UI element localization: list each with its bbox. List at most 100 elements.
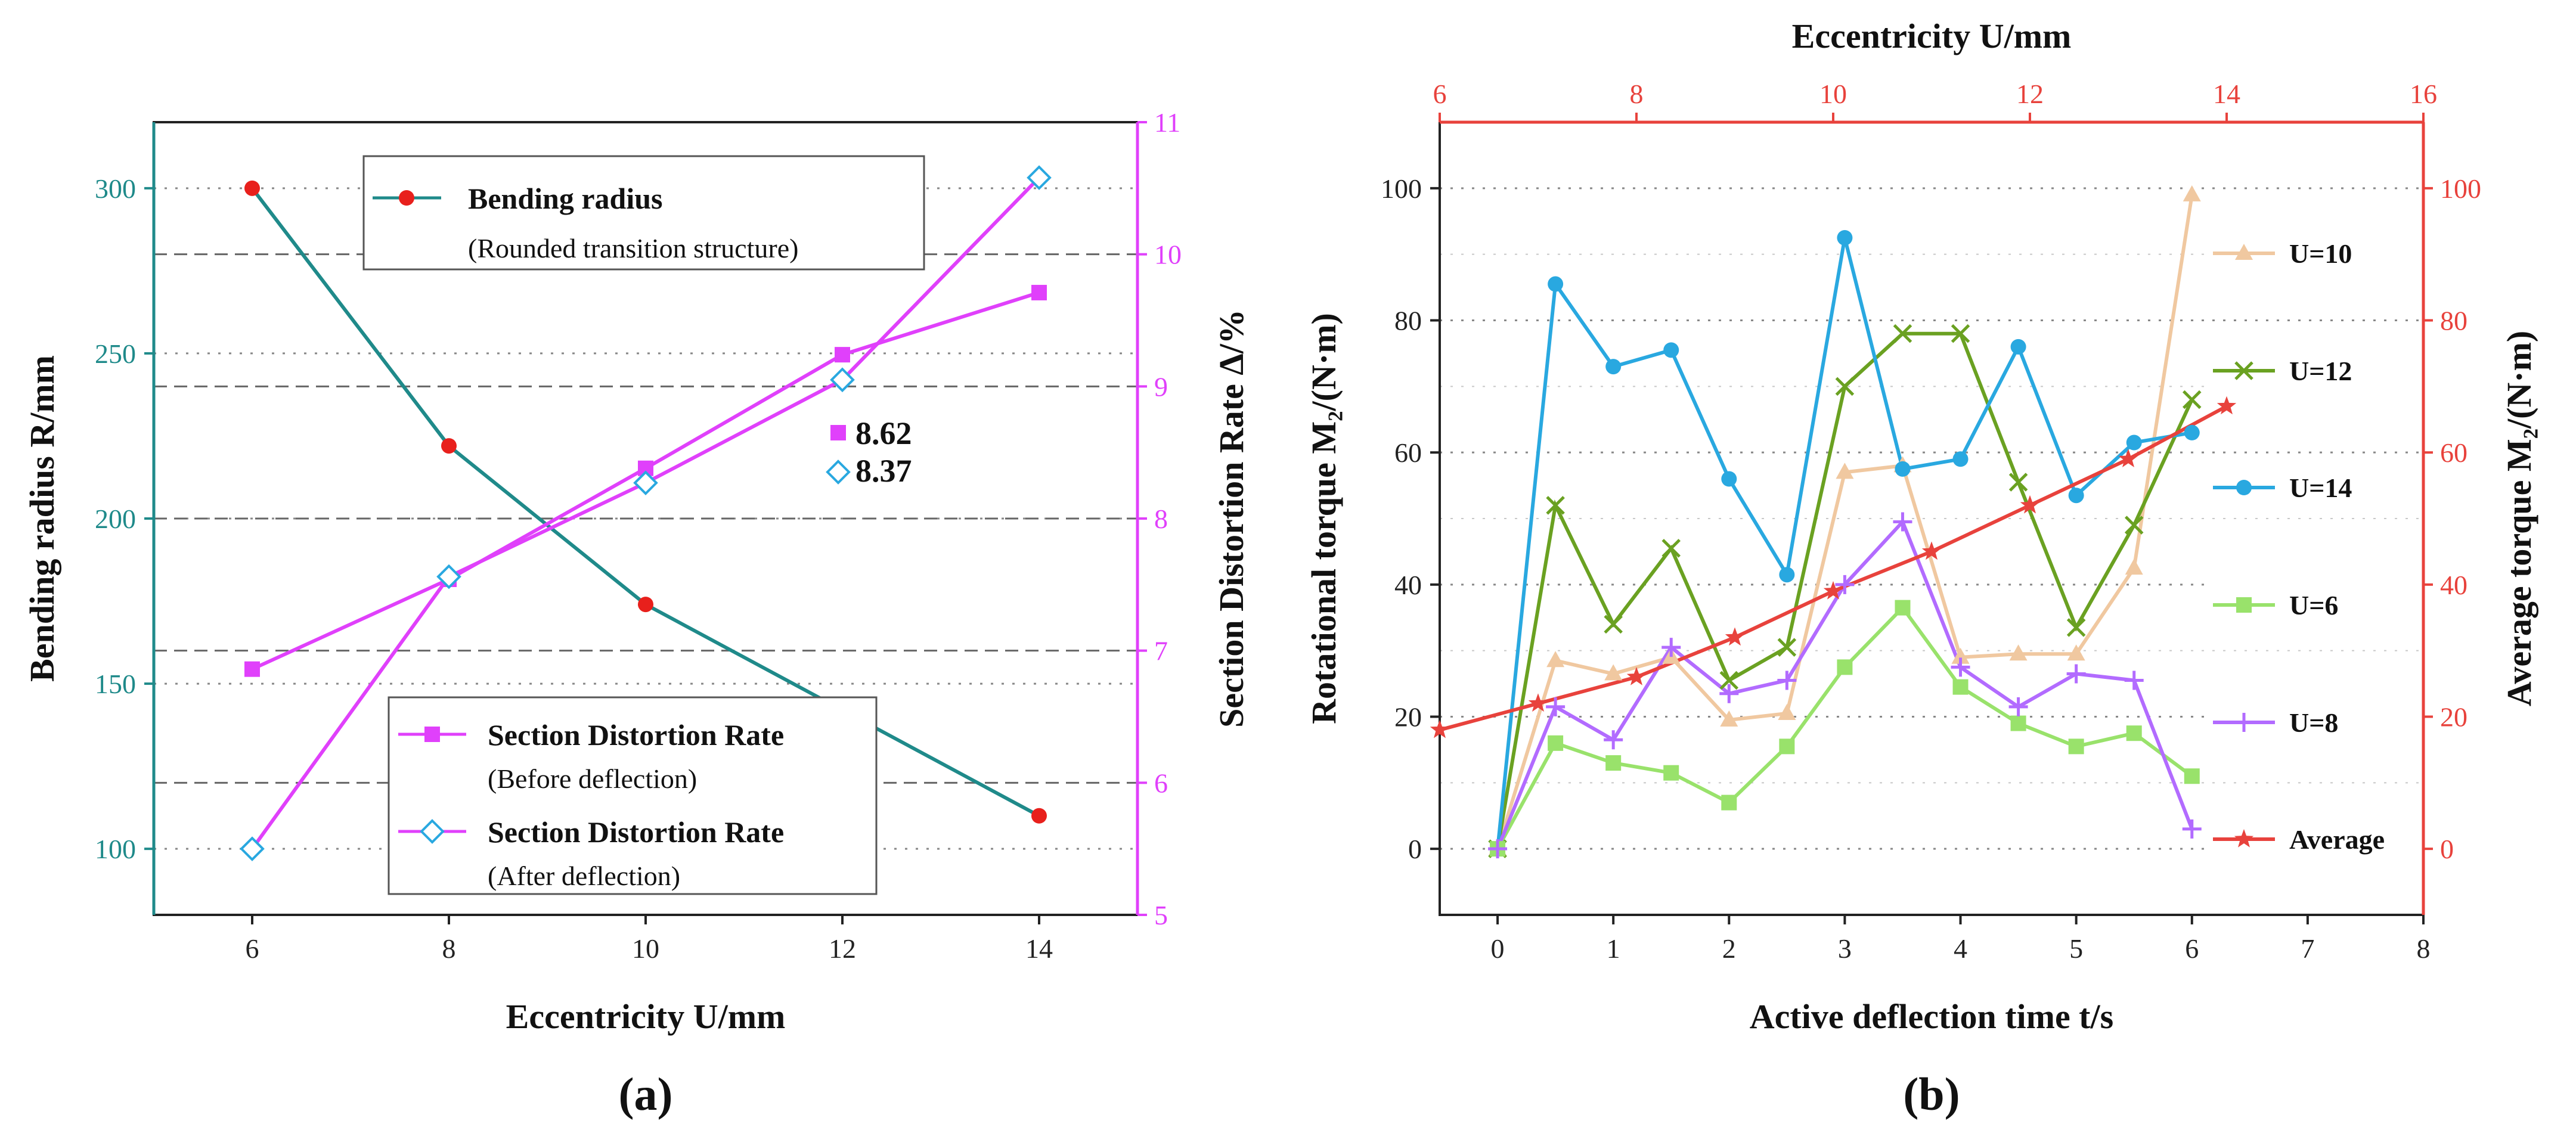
b-x-tick-label-5: 5 xyxy=(2069,933,2083,964)
legend-after-label: Section Distortion Rate xyxy=(488,815,784,849)
b-series-4-point-4 xyxy=(1719,684,1739,703)
b-series-1-point-2 xyxy=(1604,614,1623,634)
b-series-0-point-5 xyxy=(1778,703,1796,720)
b-series-4-point-9 xyxy=(2008,697,2028,716)
b-legend-marker-2 xyxy=(2236,480,2252,495)
b-x2-tick-label-12: 12 xyxy=(2016,79,2044,109)
b-x2-tick-label-14: 14 xyxy=(2213,79,2240,109)
y2-tick-label-5: 5 xyxy=(1154,900,1168,930)
series-1-point-3 xyxy=(835,347,850,363)
b-series-4-point-7 xyxy=(1893,512,1912,532)
b-x-tick-label-6: 6 xyxy=(2185,933,2199,964)
b-series-3-point-8 xyxy=(1952,679,1969,695)
y-tick-label-100: 100 xyxy=(95,834,136,864)
b-legend-marker-5 xyxy=(2234,829,2254,848)
b-series-1-point-9 xyxy=(2008,473,2028,492)
b-series-4-point-11 xyxy=(2124,671,2144,690)
b-series-4-point-0 xyxy=(1488,839,1508,859)
panel-a-legend-top xyxy=(362,155,925,271)
b-series-3-point-9 xyxy=(2010,715,2026,731)
b-series-4-point-5 xyxy=(1777,671,1797,690)
y-tick-label-250: 250 xyxy=(95,339,136,369)
b-legend-label-5: Average xyxy=(2289,824,2385,855)
series-0-point-0 xyxy=(244,180,260,196)
b-series-1-point-4 xyxy=(1719,671,1739,690)
series-2-point-2 xyxy=(633,470,658,495)
b-series-0-point-6 xyxy=(1836,463,1854,479)
legend-before-label: Section Distortion Rate xyxy=(488,718,784,752)
b-series-4-point-12 xyxy=(2182,819,2202,839)
b-x-tick-label-1: 1 xyxy=(1607,933,1620,964)
b-legend-marker-0 xyxy=(2235,244,2253,260)
b-y2-tick-label-80: 80 xyxy=(2440,306,2467,336)
b-series-0-point-9 xyxy=(2009,644,2028,661)
b-series-0-point-10 xyxy=(2067,644,2085,661)
annotation-diamond-marker xyxy=(826,460,851,485)
b-series-3-point-12 xyxy=(2184,768,2200,784)
b-series-0-point-4 xyxy=(1720,710,1738,727)
b-y2-tick-label-60: 60 xyxy=(2440,437,2467,468)
b-y-tick-label-80: 80 xyxy=(1394,306,1422,336)
series-2-point-1 xyxy=(436,564,461,589)
b-y2-tick-label-0: 0 xyxy=(2440,834,2454,864)
annotation-square-marker xyxy=(830,425,846,440)
b-x2-tick-label-8: 8 xyxy=(1630,79,1644,109)
b-series-3-point-2 xyxy=(1605,755,1622,771)
b-series-1-point-12 xyxy=(2182,390,2202,409)
legend-bending-radius-sub: (Rounded transition structure) xyxy=(468,233,798,263)
panel-a-xlabel: Eccentricity U/mm xyxy=(506,997,786,1036)
b-series-5-point-2 xyxy=(1626,667,1647,685)
b-series-0-point-12 xyxy=(2183,185,2201,201)
b-legend-marker-3 xyxy=(2236,597,2252,613)
legend-before-sub: (Before deflection) xyxy=(488,763,697,794)
b-series-0-point-11 xyxy=(2125,558,2143,575)
b-series-2-point-11 xyxy=(2126,434,2142,451)
b-y-tick-label-40: 40 xyxy=(1394,570,1422,600)
b-series-2-point-2 xyxy=(1605,359,1622,375)
b-y2-tick-label-100: 100 xyxy=(2440,173,2481,204)
b-series-5-point-8 xyxy=(2217,396,2237,415)
y2-tick-label-7: 7 xyxy=(1154,636,1168,666)
b-series-1-point-3 xyxy=(1661,539,1681,558)
b-x-tick-label-7: 7 xyxy=(2301,933,2314,964)
b-series-5-point-3 xyxy=(1725,627,1745,646)
x-tick-label-8: 8 xyxy=(442,933,456,964)
panel-a-ticks: 6 8 10 12 14 100 150 200 250 300 5 6 7 8 9 10 11 xyxy=(95,107,1182,964)
b-series-2-point-12 xyxy=(2184,424,2200,440)
panel-a-ylabel: Bending radius R/mm xyxy=(23,355,61,682)
b-series-3-point-5 xyxy=(1779,738,1795,755)
b-series-1-point-10 xyxy=(2066,618,2086,637)
b-legend-label-4: U=8 xyxy=(2289,707,2338,738)
b-series-2-point-9 xyxy=(2010,339,2026,355)
series-1-point-4 xyxy=(1031,284,1047,300)
series-0-point-3 xyxy=(1031,808,1047,824)
series-0-point-2 xyxy=(638,597,653,613)
b-x-tick-label-4: 4 xyxy=(1954,933,1967,964)
b-series-1-point-6 xyxy=(1835,377,1855,396)
b-x-tick-label-0: 0 xyxy=(1491,933,1505,964)
b-series-2-point-3 xyxy=(1663,342,1679,358)
b-series-3-point-6 xyxy=(1837,659,1853,675)
annotation-8-37: 8.37 xyxy=(855,453,912,489)
b-series-5-point-6 xyxy=(2020,495,2040,514)
x-tick-label-10: 10 xyxy=(632,933,659,964)
b-series-3-point-1 xyxy=(1548,735,1564,751)
b-series-0-point-1 xyxy=(1546,651,1565,668)
y2-tick-label-8: 8 xyxy=(1154,504,1168,534)
b-series-1-point-5 xyxy=(1777,638,1797,657)
b-series-0-point-8 xyxy=(1951,647,1970,664)
b-series-3-point-4 xyxy=(1721,794,1737,811)
legend-bending-radius-label: Bending radius xyxy=(468,182,663,215)
b-legend-label-0: U=10 xyxy=(2289,238,2352,269)
panel-a-gridlines xyxy=(154,187,1137,850)
legend-before-square xyxy=(424,727,440,742)
panel-b-ylabel: Rotational torque M₂/(N·m) xyxy=(1304,313,1343,724)
b-series-4-point-3 xyxy=(1661,638,1681,657)
b-y-tick-label-0: 0 xyxy=(1408,834,1422,864)
b-y2-tick-label-20: 20 xyxy=(2440,702,2467,732)
b-series-2-point-1 xyxy=(1548,276,1564,292)
b-y-tick-label-20: 20 xyxy=(1394,702,1422,732)
b-x-tick-label-2: 2 xyxy=(1722,933,1736,964)
b-y2-tick-label-40: 40 xyxy=(2440,570,2467,600)
b-series-1-point-11 xyxy=(2124,516,2144,535)
